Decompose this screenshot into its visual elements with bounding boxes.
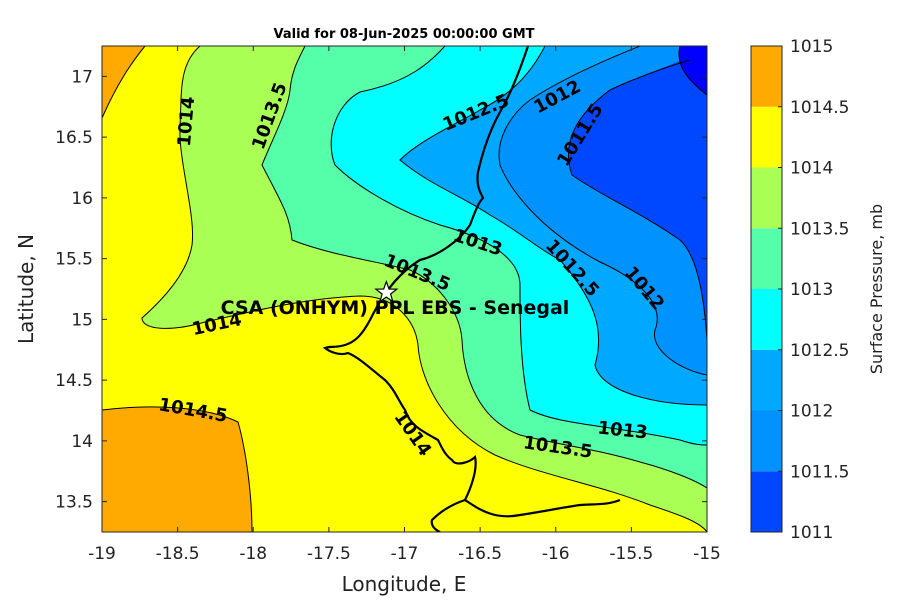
site-label: CSA (ONHYM) PPL EBS - Senegal xyxy=(221,297,570,319)
contour-line-1012.5 xyxy=(399,46,707,406)
contour-line-1013.5 xyxy=(261,46,707,489)
colorbar-segment xyxy=(751,46,782,107)
x-tick-label: -16 xyxy=(542,544,570,564)
y-tick-label: 15 xyxy=(71,310,93,330)
y-tick-label: 16.5 xyxy=(55,128,93,148)
contour-label: 1013 xyxy=(597,417,649,443)
colorbar-tick-label: 1014 xyxy=(790,159,833,179)
colorbar-segment xyxy=(751,471,782,532)
contour-field xyxy=(102,46,707,532)
y-tick-label: 14 xyxy=(71,432,93,452)
x-tick-label: -18 xyxy=(239,544,267,564)
band-top-left-1014.5 xyxy=(102,46,145,118)
x-tick-label: -19 xyxy=(88,544,116,564)
contour-line-1014.5-bottom xyxy=(102,406,253,532)
colorbar-tick-label: 1013.5 xyxy=(790,219,849,239)
y-axis: 13.5 14 14.5 15 15.5 16 16.5 17 xyxy=(55,67,707,513)
contour-label: 1014 xyxy=(174,96,199,148)
colorbar-tick-label: 1012.5 xyxy=(790,341,849,361)
y-tick-label: 13.5 xyxy=(55,493,93,513)
colorbar-segment xyxy=(751,289,782,350)
contour-line-1011 xyxy=(678,46,707,96)
band-low-core xyxy=(678,46,707,95)
band-1011-1011.5 xyxy=(568,46,707,340)
contour-line-1013 xyxy=(330,46,707,446)
contour-line-1012 xyxy=(498,46,707,376)
contour-lines xyxy=(102,46,707,532)
band-bottom-left-1014.5 xyxy=(102,406,252,532)
x-tick-label: -16.5 xyxy=(458,544,502,564)
colorbar: 1011 1011.5 1012 1012.5 1013 1013.5 1014 1014.5… xyxy=(750,37,849,543)
y-tick-label: 14.5 xyxy=(55,371,93,391)
colorbar-segment xyxy=(751,167,782,229)
x-tick-label: -17 xyxy=(391,544,419,564)
y-tick-label: 15.5 xyxy=(55,250,93,270)
colorbar-segment xyxy=(751,349,782,411)
x-tick-label: -17.5 xyxy=(307,544,351,564)
colorbar-tick-label: 1015 xyxy=(790,37,833,57)
river-border xyxy=(464,498,621,518)
x-tick-label: -15 xyxy=(693,544,721,564)
x-axis-label: Longitude, E xyxy=(342,572,467,596)
x-axis: -19 -18.5 -18 -17.5 -17 -16.5 -16 -15.5 -15 xyxy=(88,46,721,564)
colorbar-segment xyxy=(751,410,782,472)
colorbar-tick-label: 1011 xyxy=(790,523,833,543)
coastline-west xyxy=(322,46,530,532)
colorbar-segment xyxy=(751,106,782,168)
star-marker-icon xyxy=(374,279,399,303)
colorbar-tick-label: 1014.5 xyxy=(790,98,849,118)
colorbar-label: Surface Pressure, mb xyxy=(867,204,886,374)
colorbar-segment xyxy=(751,228,782,289)
y-tick-label: 16 xyxy=(71,189,93,209)
map-title: Valid for 08-Jun-2025 00:00:00 GMT xyxy=(274,27,535,42)
contour-line-1014.5-top xyxy=(102,46,146,119)
colorbar-tick-label: 1011.5 xyxy=(790,462,849,482)
colorbar-tick-label: 1013 xyxy=(790,280,833,300)
contour-line-1014 xyxy=(141,46,707,532)
contour-line-1011.5 xyxy=(567,59,707,341)
colorbar-tick-label: 1012 xyxy=(790,402,833,422)
x-tick-label: -15.5 xyxy=(609,544,653,564)
y-axis-label: Latitude, N xyxy=(14,234,38,344)
coastline xyxy=(322,46,621,532)
x-tick-label: -18.5 xyxy=(156,544,200,564)
y-tick-label: 17 xyxy=(71,67,93,87)
